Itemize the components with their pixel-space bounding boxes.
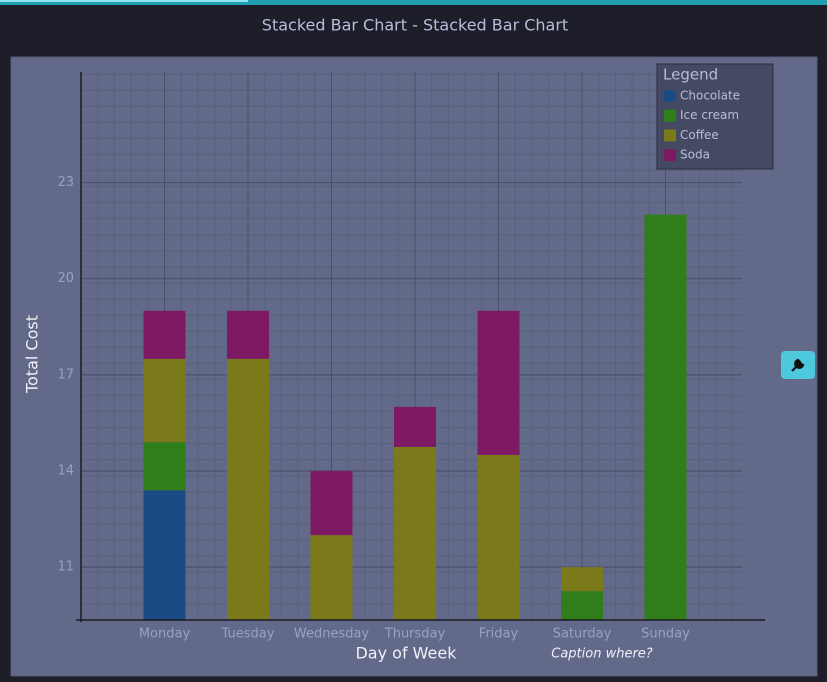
y-tick-label: 20 — [57, 271, 74, 286]
legend-label: Soda — [680, 148, 710, 162]
bar-segment — [143, 490, 186, 620]
bar-segment — [394, 406, 436, 447]
bar-segment — [310, 470, 353, 536]
bars — [143, 214, 687, 620]
bar-segment — [477, 310, 520, 455]
bar-segment — [561, 591, 603, 620]
bar-segment — [561, 567, 603, 592]
caption: Caption where? — [551, 647, 653, 662]
x-tick-label: Friday — [479, 627, 519, 642]
x-axis-label: Day of Week — [355, 644, 457, 663]
bar-segment — [227, 310, 269, 359]
x-tick-label: Monday — [139, 627, 191, 642]
y-axis-label: Total Cost — [23, 315, 42, 394]
y-tick-label: 17 — [57, 367, 74, 382]
y-tick-label: 14 — [57, 463, 74, 478]
legend-box — [656, 63, 774, 170]
legend-swatch — [664, 129, 676, 142]
x-tick-label: Thursday — [384, 627, 446, 642]
y-tick-label: 11 — [57, 560, 74, 575]
progress — [0, 0, 248, 2]
x-tick-label: Tuesday — [221, 627, 275, 642]
bar-segment — [143, 442, 186, 491]
settings-button[interactable] — [781, 351, 815, 379]
axes: 11 14 17 20 23 Monday Tuesday Wednesday Thursday… — [57, 72, 765, 642]
x-tick-label: Wednesday — [294, 627, 370, 642]
legend-swatch — [664, 109, 676, 122]
x-tick-label: Saturday — [553, 627, 612, 642]
legend: Legend Chocolate Ice cream Coffee Soda — [656, 63, 774, 170]
bar-segment — [394, 446, 436, 620]
bar-segment — [310, 535, 353, 620]
legend-swatch — [664, 90, 676, 102]
y-tick-label: 23 — [57, 175, 74, 190]
top-bar — [0, 0, 827, 5]
bar-segment — [644, 214, 687, 620]
legend-swatch — [664, 149, 676, 162]
wrench-icon[interactable] — [791, 358, 805, 372]
legend-label: Ice cream — [680, 108, 739, 122]
bar-segment — [227, 358, 269, 620]
legend-label: Coffee — [680, 128, 719, 142]
legend-title: Legend — [663, 66, 718, 84]
bar-segment — [143, 310, 186, 359]
bar-segment — [143, 358, 186, 443]
bar-segment — [477, 454, 520, 620]
x-tick-label: Sunday — [641, 627, 690, 642]
page-title: Stacked Bar Chart - Stacked Bar Chart — [262, 16, 568, 35]
legend-label: Chocolate — [680, 89, 740, 103]
